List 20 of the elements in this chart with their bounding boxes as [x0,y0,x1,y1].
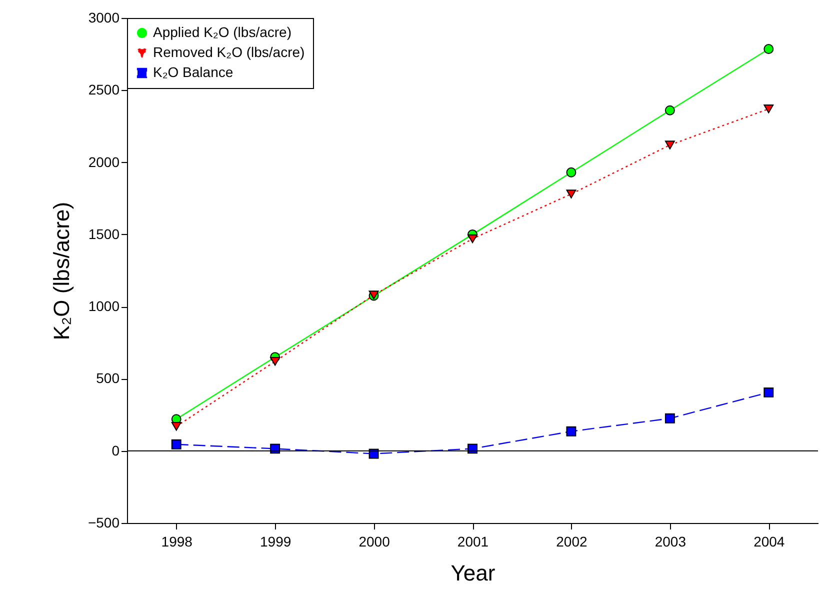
y-tick-label: 1000 [88,298,120,314]
x-tick-label: 2001 [457,534,489,550]
y-tick-label: −500 [88,514,120,530]
legend-label: Applied K₂O (lbs/acre) [153,24,292,40]
y-tick-label: 2500 [88,82,120,98]
legend-label: Removed K₂O (lbs/acre) [153,44,305,60]
x-tick-label: 1999 [260,534,292,550]
x-tick-label: 2002 [556,534,588,550]
y-tick-label: 2000 [88,154,120,170]
y-tick-label: 0 [112,442,120,458]
y-tick-label: 500 [96,370,120,386]
y-tick-label: 1500 [88,226,120,242]
legend-label: K₂O Balance [153,64,234,80]
y-tick-label: 3000 [88,10,120,26]
x-tick-label: 2003 [654,534,686,550]
x-tick-label: 2004 [754,534,785,550]
x-tick-label: 2000 [358,534,390,550]
x-axis-title: Year [450,560,496,586]
y-axis-title: K₂O (lbs/acre) [48,202,74,340]
x-tick-label: 1998 [161,534,193,550]
